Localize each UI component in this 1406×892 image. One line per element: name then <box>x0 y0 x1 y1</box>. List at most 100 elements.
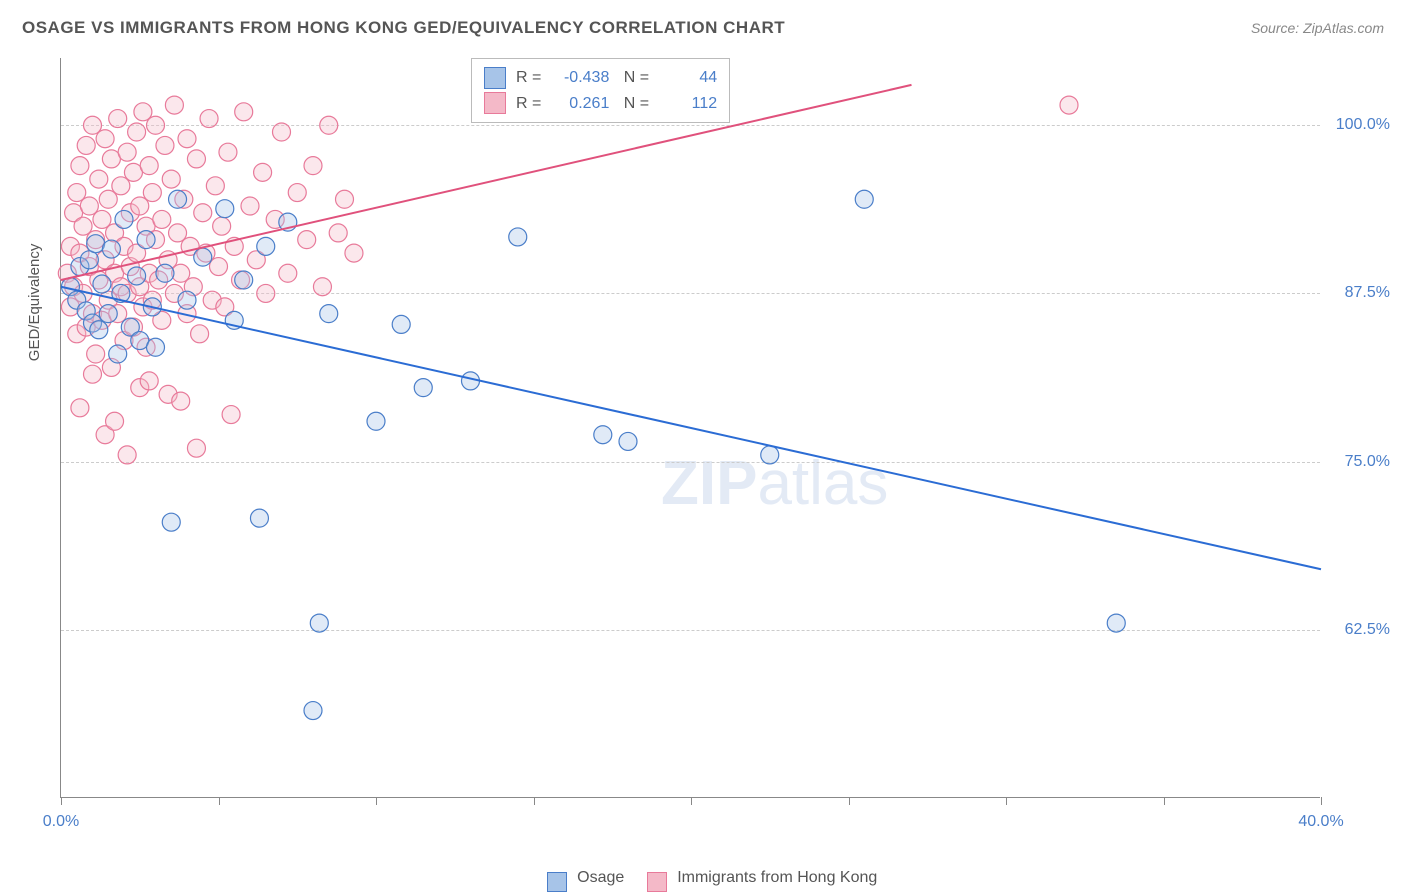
data-point <box>235 271 253 289</box>
data-point <box>191 325 209 343</box>
data-point <box>172 392 190 410</box>
data-point <box>71 157 89 175</box>
data-point <box>216 200 234 218</box>
x-tick <box>1321 797 1322 805</box>
data-point <box>257 284 275 302</box>
data-point <box>310 614 328 632</box>
plot-area: ZIPatlas 62.5%75.0%87.5%100.0% R = -0.43… <box>60 58 1320 798</box>
x-tick-label: 0.0% <box>43 813 79 831</box>
data-point <box>206 177 224 195</box>
data-point <box>115 210 133 228</box>
data-point <box>128 267 146 285</box>
data-point <box>1060 96 1078 114</box>
data-point <box>93 275 111 293</box>
data-point <box>509 228 527 246</box>
data-point <box>162 513 180 531</box>
chart-title: OSAGE VS IMMIGRANTS FROM HONG KONG GED/E… <box>22 18 785 38</box>
data-point <box>169 190 187 208</box>
data-point <box>165 96 183 114</box>
data-point <box>156 264 174 282</box>
data-point <box>187 439 205 457</box>
data-point <box>257 237 275 255</box>
data-point <box>137 231 155 249</box>
data-point <box>345 244 363 262</box>
x-tick <box>61 797 62 805</box>
data-point <box>106 412 124 430</box>
data-point <box>235 103 253 121</box>
y-axis-label: GED/Equivalency <box>26 244 43 362</box>
data-point <box>84 365 102 383</box>
x-tick-label: 40.0% <box>1298 813 1343 831</box>
data-point <box>855 190 873 208</box>
y-tick-label: 75.0% <box>1345 453 1390 471</box>
data-point <box>222 406 240 424</box>
data-point <box>187 150 205 168</box>
data-point <box>90 170 108 188</box>
data-point <box>279 264 297 282</box>
data-point <box>250 509 268 527</box>
scatter-chart <box>61 58 1321 798</box>
swatch-hongkong <box>484 92 506 114</box>
n-value-osage: 44 <box>659 65 717 91</box>
data-point <box>210 258 228 276</box>
data-point <box>118 446 136 464</box>
x-tick <box>691 797 692 805</box>
data-point <box>147 338 165 356</box>
data-point <box>254 163 272 181</box>
data-point <box>143 184 161 202</box>
data-point <box>71 399 89 417</box>
data-point <box>200 110 218 128</box>
legend-row-osage: R = -0.438 N = 44 <box>484 65 717 91</box>
data-point <box>392 315 410 333</box>
x-tick <box>1006 797 1007 805</box>
data-point <box>128 123 146 141</box>
data-point <box>761 446 779 464</box>
data-point <box>594 426 612 444</box>
data-point <box>414 379 432 397</box>
x-tick <box>219 797 220 805</box>
data-point <box>329 224 347 242</box>
data-point <box>219 143 237 161</box>
data-point <box>178 130 196 148</box>
data-point <box>367 412 385 430</box>
data-point <box>304 157 322 175</box>
source-label: Source: ZipAtlas.com <box>1251 20 1384 36</box>
y-tick-label: 100.0% <box>1336 116 1390 134</box>
legend-swatch-osage <box>547 872 567 892</box>
r-value-hongkong: 0.261 <box>551 91 609 117</box>
series-legend: Osage Immigrants from Hong Kong <box>0 868 1406 888</box>
data-point <box>118 143 136 161</box>
x-tick <box>376 797 377 805</box>
data-point <box>90 321 108 339</box>
data-point <box>1107 614 1125 632</box>
data-point <box>140 157 158 175</box>
data-point <box>162 170 180 188</box>
data-point <box>96 130 114 148</box>
data-point <box>156 136 174 154</box>
data-point <box>619 432 637 450</box>
x-tick <box>534 797 535 805</box>
x-tick <box>849 797 850 805</box>
n-value-hongkong: 112 <box>659 91 717 117</box>
data-point <box>153 210 171 228</box>
data-point <box>213 217 231 235</box>
data-point <box>80 251 98 269</box>
swatch-osage <box>484 67 506 89</box>
data-point <box>320 116 338 134</box>
data-point <box>298 231 316 249</box>
x-tick <box>1164 797 1165 805</box>
data-point <box>178 291 196 309</box>
data-point <box>336 190 354 208</box>
data-point <box>102 240 120 258</box>
y-tick-label: 62.5% <box>1345 621 1390 639</box>
data-point <box>140 372 158 390</box>
legend-row-hongkong: R = 0.261 N = 112 <box>484 91 717 117</box>
y-tick-label: 87.5% <box>1345 284 1390 302</box>
legend-label-hongkong: Immigrants from Hong Kong <box>677 869 877 886</box>
legend-swatch-hongkong <box>647 872 667 892</box>
data-point <box>313 278 331 296</box>
data-point <box>77 136 95 154</box>
correlation-legend: R = -0.438 N = 44 R = 0.261 N = 112 <box>471 58 730 123</box>
data-point <box>147 116 165 134</box>
data-point <box>273 123 291 141</box>
